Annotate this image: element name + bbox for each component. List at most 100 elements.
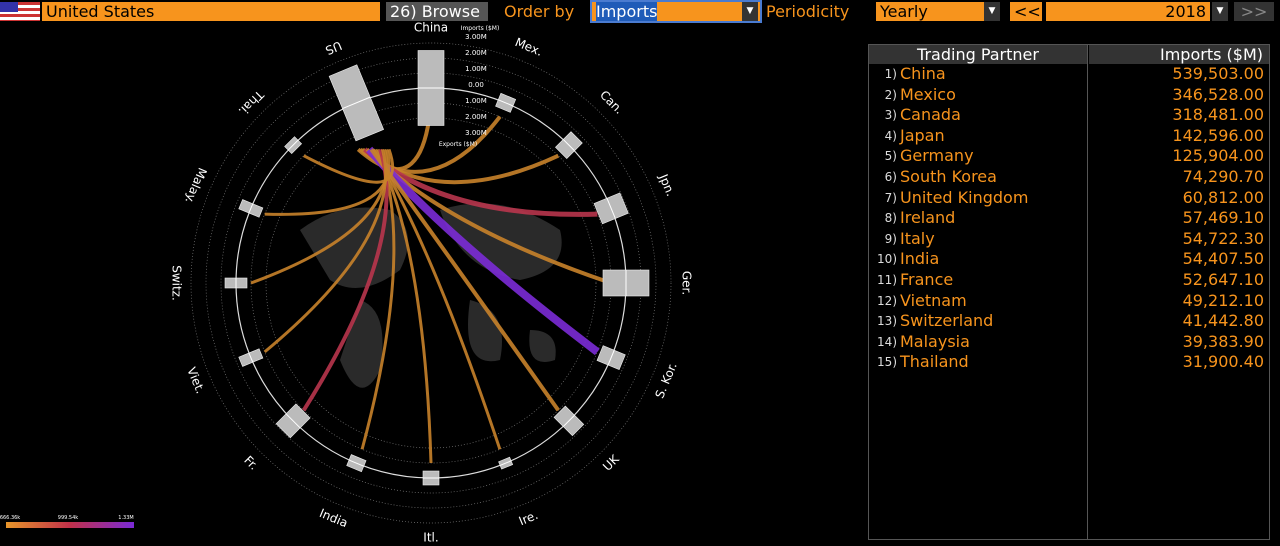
node-label: Jpn. xyxy=(656,171,678,198)
node-axis xyxy=(607,350,615,366)
scale-tick: 3.00M xyxy=(465,129,487,137)
scale-tick: 2.00M xyxy=(465,49,487,57)
node[interactable] xyxy=(346,454,367,473)
node-axis xyxy=(287,139,299,151)
imports-value: 74,290.70 xyxy=(1182,167,1264,186)
node-axis xyxy=(248,352,254,363)
imports-value: 54,407.50 xyxy=(1182,249,1264,269)
table-row[interactable]: 8) Ireland 57,469.10 xyxy=(869,208,1269,228)
year-field[interactable]: 2018 xyxy=(1046,2,1210,21)
node-label: S. Kor. xyxy=(652,360,679,400)
node-label: Itl. xyxy=(423,531,438,545)
node[interactable] xyxy=(238,199,264,218)
column-divider xyxy=(1087,45,1088,539)
browse-button[interactable]: 26) Browse xyxy=(386,2,488,21)
node-label: Malay. xyxy=(182,166,209,206)
rank: 1) xyxy=(884,67,897,81)
chord xyxy=(360,148,396,450)
node-label: China xyxy=(414,21,448,35)
imports-value: 31,900.40 xyxy=(1182,352,1264,372)
dropdown-arrow[interactable]: ▼ xyxy=(742,2,758,21)
node-axis xyxy=(498,99,514,107)
node[interactable] xyxy=(555,131,583,159)
rank: 11) xyxy=(877,273,897,287)
rank: 13) xyxy=(877,314,897,329)
table-row[interactable]: 15) Thailand 31,900.40 xyxy=(869,352,1269,372)
chord-diagram: China Mex. Can. Jpn. Ger. S. Kor. UK Ire. Itl. In… xyxy=(0,21,694,545)
node[interactable] xyxy=(284,136,303,155)
table-row[interactable]: 2) Mexico 346,528.00 xyxy=(869,85,1269,105)
chord xyxy=(369,148,560,412)
node[interactable] xyxy=(275,403,311,439)
country-field[interactable]: United States xyxy=(42,2,380,21)
node-axis xyxy=(606,198,616,219)
dropdown-arrow[interactable]: ▼ xyxy=(984,2,1000,21)
node-axis xyxy=(348,459,364,467)
node[interactable] xyxy=(224,277,248,289)
next-button[interactable]: >> xyxy=(1234,2,1274,21)
node[interactable] xyxy=(422,470,440,486)
periodicity-label: Periodicity xyxy=(766,2,850,21)
flag xyxy=(0,2,40,21)
node-label: UK xyxy=(600,451,622,473)
dropdown-arrow[interactable]: ▼ xyxy=(1212,2,1228,21)
rank: 15) xyxy=(877,355,897,370)
partner-name: Malaysia xyxy=(900,331,970,351)
table-row[interactable]: 12) Vietnam 49,212.10 xyxy=(869,291,1269,311)
node[interactable] xyxy=(602,269,650,297)
partner-name: Canada xyxy=(900,105,961,125)
imports-value: 57,469.10 xyxy=(1182,208,1264,228)
table-row[interactable]: 13) Switzerland 41,442.80 xyxy=(869,311,1269,331)
imports-value: 54,722.30 xyxy=(1182,228,1264,248)
node[interactable] xyxy=(238,348,264,367)
table-row[interactable]: 1) China 539,503.00 xyxy=(869,64,1269,84)
table-row[interactable]: 5) Germany 125,904.00 xyxy=(869,146,1269,166)
rank: 10) xyxy=(877,252,897,267)
column-header[interactable]: Trading Partner xyxy=(869,45,1087,64)
node[interactable] xyxy=(553,405,585,437)
node-axis xyxy=(499,460,512,466)
imports-value: 60,812.00 xyxy=(1182,187,1264,207)
partner-name: Japan xyxy=(900,125,945,145)
node[interactable] xyxy=(495,92,517,113)
rank: 14) xyxy=(877,334,897,349)
node[interactable] xyxy=(593,192,629,225)
imports-value: 49,212.10 xyxy=(1182,290,1264,310)
table-row[interactable]: 3) Canada 318,481.00 xyxy=(869,105,1269,125)
rank: 8) xyxy=(884,211,897,226)
imports-value: 346,528.00 xyxy=(1172,84,1264,104)
node[interactable] xyxy=(498,456,514,470)
node-label: Ire. xyxy=(517,508,540,528)
rank: 9) xyxy=(884,231,897,246)
table-row[interactable]: 6) South Korea 74,290.70 xyxy=(869,167,1269,187)
partner-name: Germany xyxy=(900,146,974,166)
table-row[interactable]: 4) Japan 142,596.00 xyxy=(869,126,1269,146)
node-label: Thai. xyxy=(236,87,267,118)
table-row[interactable]: 10) India 54,407.50 xyxy=(869,249,1269,269)
partner-name: China xyxy=(900,64,946,83)
imports-value: 539,503.00 xyxy=(1172,64,1264,83)
partner-name: Ireland xyxy=(900,208,956,228)
imports-value: 318,481.00 xyxy=(1172,105,1264,125)
scale-tick: 1.00M xyxy=(465,97,487,105)
chord xyxy=(264,149,391,216)
order-by-field[interactable]: Imports xyxy=(590,0,762,23)
node[interactable] xyxy=(328,64,385,142)
table-row[interactable]: 14) Malaysia 39,383.90 xyxy=(869,332,1269,352)
map-decor xyxy=(300,203,562,388)
table-row[interactable]: 9) Italy 54,722.30 xyxy=(869,229,1269,249)
table-row[interactable]: 7) United Kingdom 60,812.00 xyxy=(869,188,1269,208)
node[interactable] xyxy=(417,50,445,126)
column-header[interactable]: Imports ($M) xyxy=(1089,45,1269,64)
scale-tick: 2.00M xyxy=(465,113,487,121)
imports-value: 52,647.10 xyxy=(1182,270,1264,289)
node[interactable] xyxy=(596,345,626,370)
partner-name: Vietnam xyxy=(900,290,967,310)
prev-button[interactable]: << xyxy=(1010,2,1042,21)
periodicity-field[interactable]: Yearly xyxy=(876,2,1000,21)
order-by-label: Order by xyxy=(504,2,575,21)
dotted-ring xyxy=(265,117,597,449)
rank: 7) xyxy=(884,190,897,205)
table-row[interactable]: 11) France 52,647.10 xyxy=(869,270,1269,290)
